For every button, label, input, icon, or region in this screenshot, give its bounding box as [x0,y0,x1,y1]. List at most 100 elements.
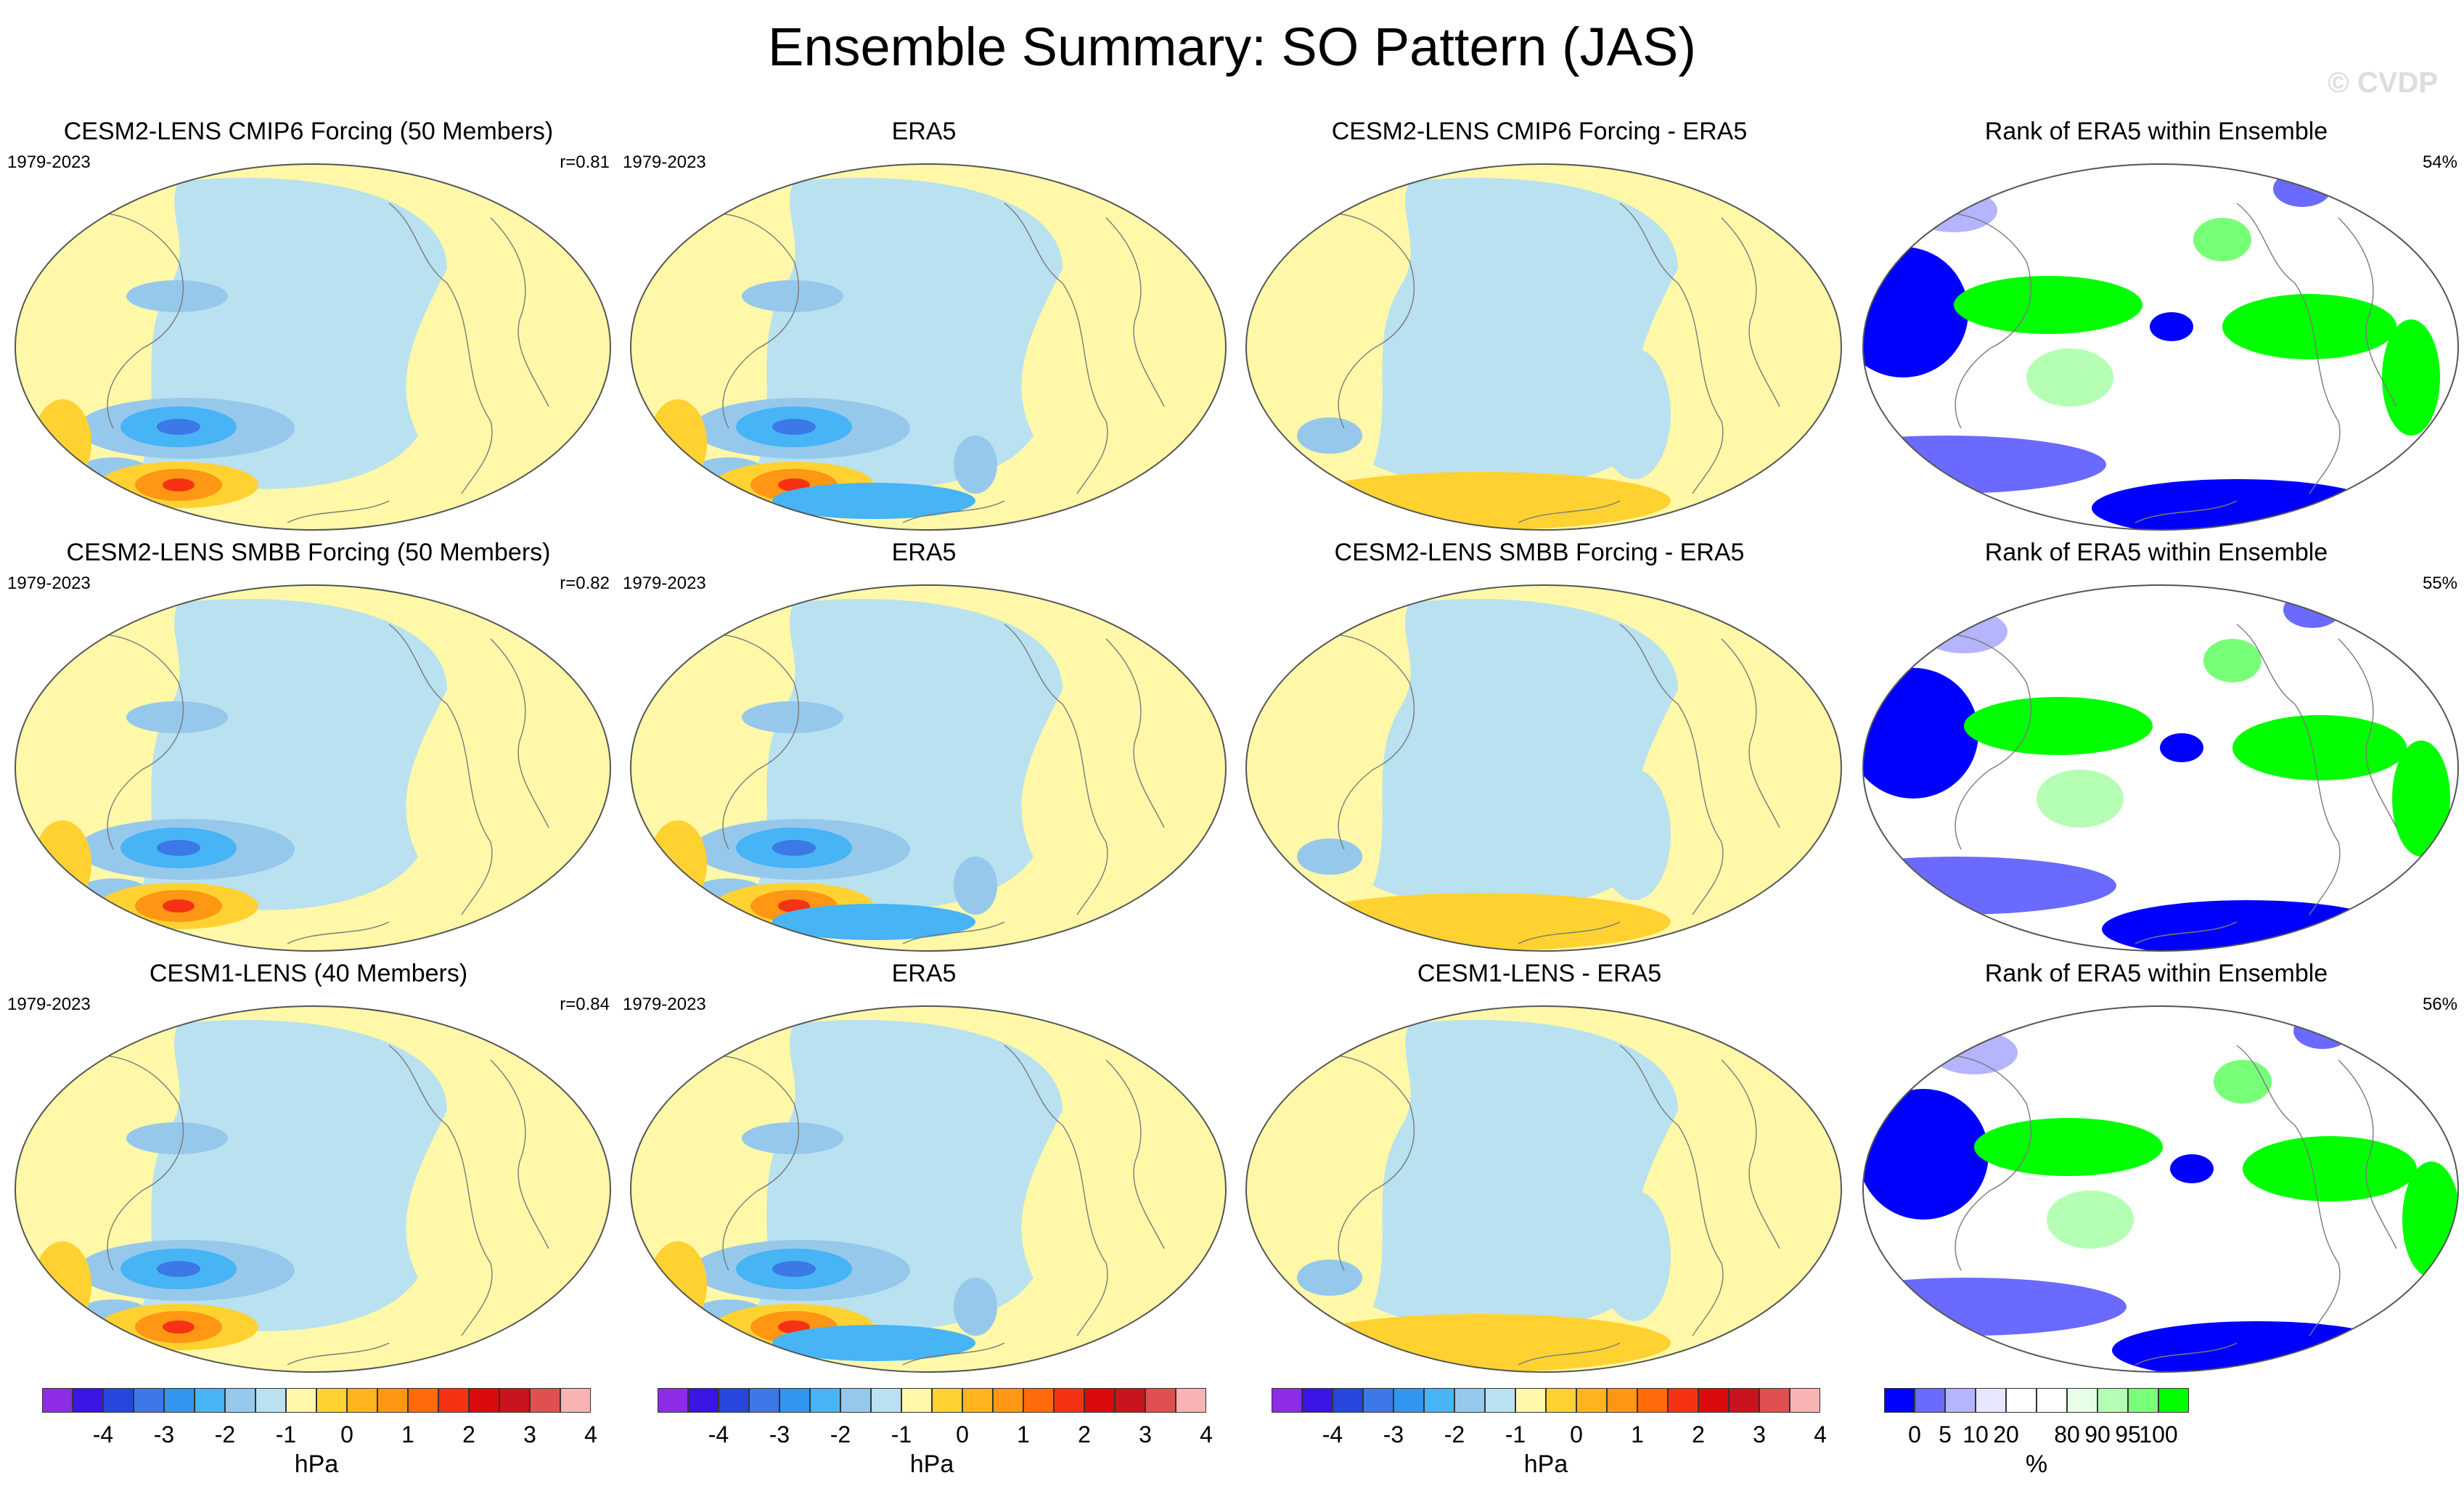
colorbar-unit-label: hPa [909,1450,954,1478]
map-boundary [630,1005,1227,1373]
map-panel-model: CESM2-LENS CMIP6 Forcing (50 Members) 197… [0,118,617,537]
coastline [2338,638,2397,828]
colorbar-tick-label: 2 [1078,1421,1091,1448]
rank-low-region [2160,733,2203,762]
colorbar-swatch [1054,1388,1084,1413]
coastline [1518,1342,1621,1365]
colorbar-swatch [164,1388,195,1413]
panel-title: ERA5 [891,539,957,566]
colorbar-tick-label: -1 [891,1421,912,1448]
rank-low-region [1931,1031,2018,1074]
colorbar-swatch [469,1388,499,1413]
colorbar-tick-label: -2 [1444,1421,1465,1448]
coastline [388,203,493,494]
rank-low-region [2273,171,2331,207]
coastline [69,634,184,850]
map-plot [1245,163,1842,531]
colorbar-swatch [560,1388,591,1413]
colorbar: -4 -3 -2 -1 0 1 2 3 4 hPa [1272,1388,1838,1482]
colorbar: 0 5 10 20 80 90 95 100% [1884,1388,2450,1482]
map-plot [1862,584,2459,952]
colorbar-swatch [962,1388,993,1413]
colorbar-swatch [1272,1388,1302,1413]
map-boundary [1862,163,2459,531]
colorbar-swatch [1393,1388,1424,1413]
colorbar-swatch [1790,1388,1820,1413]
coastline [1105,217,1165,407]
colorbar-tick-label: -3 [153,1421,175,1448]
map-panel-model: CESM1-LENS (40 Members) 1979-2023 r=0.84 [0,960,617,1379]
colorbar-tick-label: -2 [830,1421,851,1448]
rank-high-region [2243,1136,2417,1201]
coastline [1619,624,1724,915]
positive-anomaly-region [33,1241,91,1328]
map-panel-obs: ERA5 1979-2023 [615,539,1232,958]
colorbar-tick-label: 4 [584,1421,597,1448]
colorbar-tick-label: 5 [1939,1421,1952,1448]
coastline [902,921,1005,944]
coastline [69,1055,184,1271]
rank-high-region [2026,348,2113,407]
map-plot [630,163,1227,531]
negative-anomaly-region [126,1122,228,1154]
colorbar-swatch [1424,1388,1454,1413]
colorbar-swatch [438,1388,469,1413]
coastline [287,1342,390,1365]
colorbar-swatch [1884,1388,1915,1413]
colorbar-tick-label: 95 [2115,1421,2141,1448]
colorbar-tick-label: 1 [1631,1421,1644,1448]
coastline [2236,624,2341,915]
map-panel-rank: Rank of ERA5 within Ensemble 54% [1848,118,2464,537]
coastline [1004,203,1108,494]
colorbar-swatch [779,1388,810,1413]
panel-years: 1979-2023 [7,995,91,1014]
map-boundary [1862,584,2459,952]
coastline [388,1045,493,1336]
negative-anomaly-region [772,904,975,940]
panel-title: ERA5 [891,960,957,987]
positive-anomaly-region [163,478,195,491]
colorbar-tick-label: -4 [92,1421,114,1448]
colorbar-swatch [1915,1388,1945,1413]
rank-low-region [2293,1013,2352,1049]
coastline [1518,921,1621,944]
coastline [1721,217,1780,407]
map-plot [15,584,611,952]
panel-title: Rank of ERA5 within Ensemble [1984,118,2328,145]
panel-title: ERA5 [891,118,957,145]
colorbar-tick-label: 0 [340,1421,353,1448]
negative-anomaly-region [157,419,200,435]
negative-anomaly-region [772,419,816,435]
map-panel-diff: CESM2-LENS SMBB Forcing - ERA5 [1231,539,1848,958]
colorbar-swatch [225,1388,255,1413]
coastline [2134,1342,2238,1365]
negative-anomaly-region [126,701,228,733]
colorbar-tick-label: -1 [1505,1421,1526,1448]
map-plot [630,1005,1227,1373]
negative-anomaly-region [954,1278,997,1336]
panel-correlation: r=0.81 [560,152,610,172]
negative-anomaly-region [1598,1191,1671,1321]
colorbar-swatches [658,1388,1206,1413]
colorbar-swatch [347,1388,377,1413]
coastline [1004,1045,1108,1336]
colorbar-swatch [1115,1388,1145,1413]
colorbar-swatch [286,1388,316,1413]
panel-title: Rank of ERA5 within Ensemble [1984,539,2328,566]
panel-rank-percent: 54% [2422,152,2457,172]
negative-anomaly-region [1297,838,1362,875]
negative-anomaly-region [1598,769,1671,900]
coastline [1518,500,1621,523]
map-boundary [1245,163,1842,531]
negative-anomaly-region [126,280,228,312]
colorbar-swatch [195,1388,225,1413]
panel-correlation: r=0.82 [560,573,610,593]
map-boundary [630,163,1227,531]
positive-anomaly-region [33,399,91,486]
colorbar-swatch [1576,1388,1607,1413]
colorbar-tick-label: 10 [1962,1421,1989,1448]
coastline [1300,213,1415,429]
colorbar-swatch [1363,1388,1393,1413]
rank-high-region [2047,1191,2134,1249]
rank-low-region [1863,1089,1989,1220]
